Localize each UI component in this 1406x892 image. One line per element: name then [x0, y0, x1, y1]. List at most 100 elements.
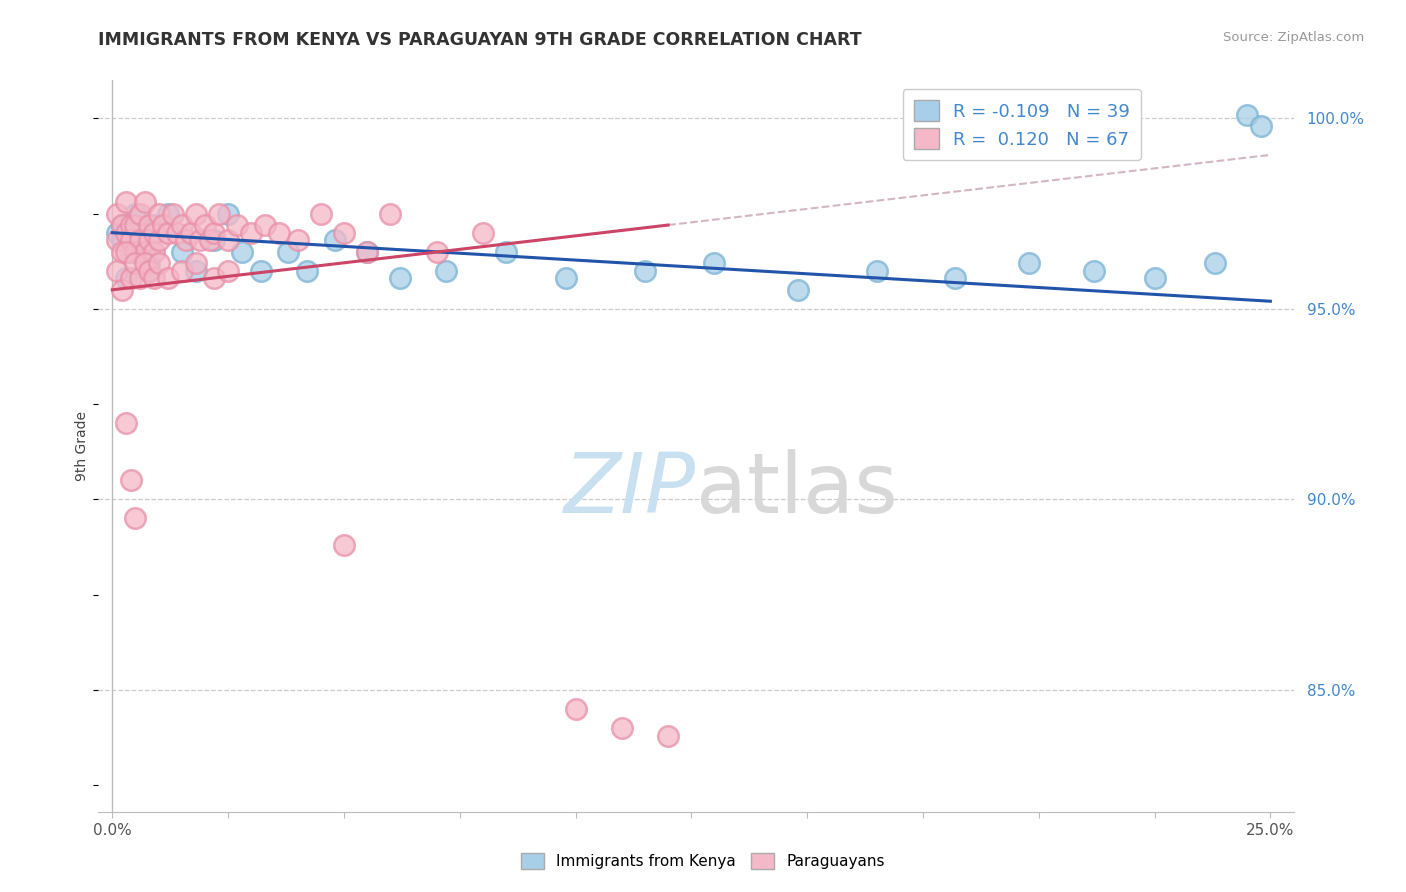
Point — [148, 206, 170, 220]
Point — [138, 264, 160, 278]
Point — [333, 538, 356, 552]
Point — [202, 226, 225, 240]
Point — [180, 226, 202, 240]
Point — [156, 271, 179, 285]
Point — [323, 233, 346, 247]
Point — [166, 226, 188, 240]
Point — [1250, 119, 1272, 133]
Point — [124, 244, 146, 259]
Point — [105, 226, 128, 240]
Point — [105, 264, 128, 278]
Point — [217, 233, 239, 247]
Point — [138, 264, 160, 278]
Point — [471, 226, 494, 240]
Point — [105, 206, 128, 220]
Point — [184, 206, 207, 220]
Point — [426, 244, 449, 259]
Point — [184, 264, 207, 278]
Point — [226, 218, 249, 232]
Point — [120, 218, 142, 232]
Point — [309, 206, 332, 220]
Point — [495, 244, 517, 259]
Point — [115, 416, 138, 430]
Point — [129, 233, 152, 247]
Point — [170, 218, 193, 232]
Point — [124, 244, 146, 259]
Point — [134, 256, 156, 270]
Point — [1204, 256, 1226, 270]
Point — [434, 264, 457, 278]
Point — [134, 226, 156, 240]
Point — [176, 233, 198, 247]
Point — [120, 233, 142, 247]
Point — [217, 264, 239, 278]
Point — [152, 218, 174, 232]
Point — [124, 206, 146, 220]
Point — [217, 206, 239, 220]
Point — [277, 244, 299, 259]
Point — [208, 206, 231, 220]
Point — [120, 244, 142, 259]
Point — [356, 244, 378, 259]
Point — [138, 233, 160, 247]
Point — [1018, 256, 1040, 270]
Legend: Immigrants from Kenya, Paraguayans: Immigrants from Kenya, Paraguayans — [515, 847, 891, 875]
Point — [170, 264, 193, 278]
Point — [198, 233, 221, 247]
Point — [202, 271, 225, 285]
Point — [148, 256, 170, 270]
Point — [240, 226, 263, 240]
Point — [231, 244, 253, 259]
Point — [254, 218, 277, 232]
Point — [124, 218, 146, 232]
Point — [110, 283, 132, 297]
Y-axis label: 9th Grade: 9th Grade — [76, 411, 90, 481]
Point — [657, 729, 679, 743]
Point — [610, 721, 633, 735]
Point — [170, 244, 193, 259]
Point — [138, 256, 160, 270]
Point — [194, 218, 217, 232]
Point — [295, 264, 318, 278]
Point — [634, 264, 657, 278]
Point — [380, 206, 402, 220]
Point — [129, 206, 152, 220]
Point — [129, 271, 152, 285]
Point — [333, 226, 356, 240]
Point — [115, 271, 138, 285]
Point — [143, 218, 166, 232]
Point — [110, 218, 132, 232]
Point — [105, 233, 128, 247]
Point — [115, 218, 138, 232]
Point — [188, 233, 211, 247]
Text: atlas: atlas — [696, 450, 897, 531]
Point — [110, 218, 132, 232]
Point — [134, 244, 156, 259]
Point — [115, 195, 138, 210]
Point — [110, 244, 132, 259]
Point — [1083, 264, 1105, 278]
Point — [115, 226, 138, 240]
Point — [162, 206, 184, 220]
Point — [156, 226, 179, 240]
Point — [564, 702, 586, 716]
Point — [1236, 107, 1258, 121]
Point — [786, 283, 808, 297]
Point — [555, 271, 578, 285]
Point — [120, 271, 142, 285]
Point — [115, 244, 138, 259]
Point — [120, 473, 142, 487]
Text: Source: ZipAtlas.com: Source: ZipAtlas.com — [1223, 31, 1364, 45]
Point — [202, 233, 225, 247]
Point — [156, 206, 179, 220]
Point — [865, 264, 887, 278]
Point — [1143, 271, 1166, 285]
Point — [138, 218, 160, 232]
Point — [134, 195, 156, 210]
Point — [184, 256, 207, 270]
Point — [124, 511, 146, 525]
Point — [943, 271, 966, 285]
Point — [124, 256, 146, 270]
Point — [110, 233, 132, 247]
Text: ZIP: ZIP — [564, 450, 696, 531]
